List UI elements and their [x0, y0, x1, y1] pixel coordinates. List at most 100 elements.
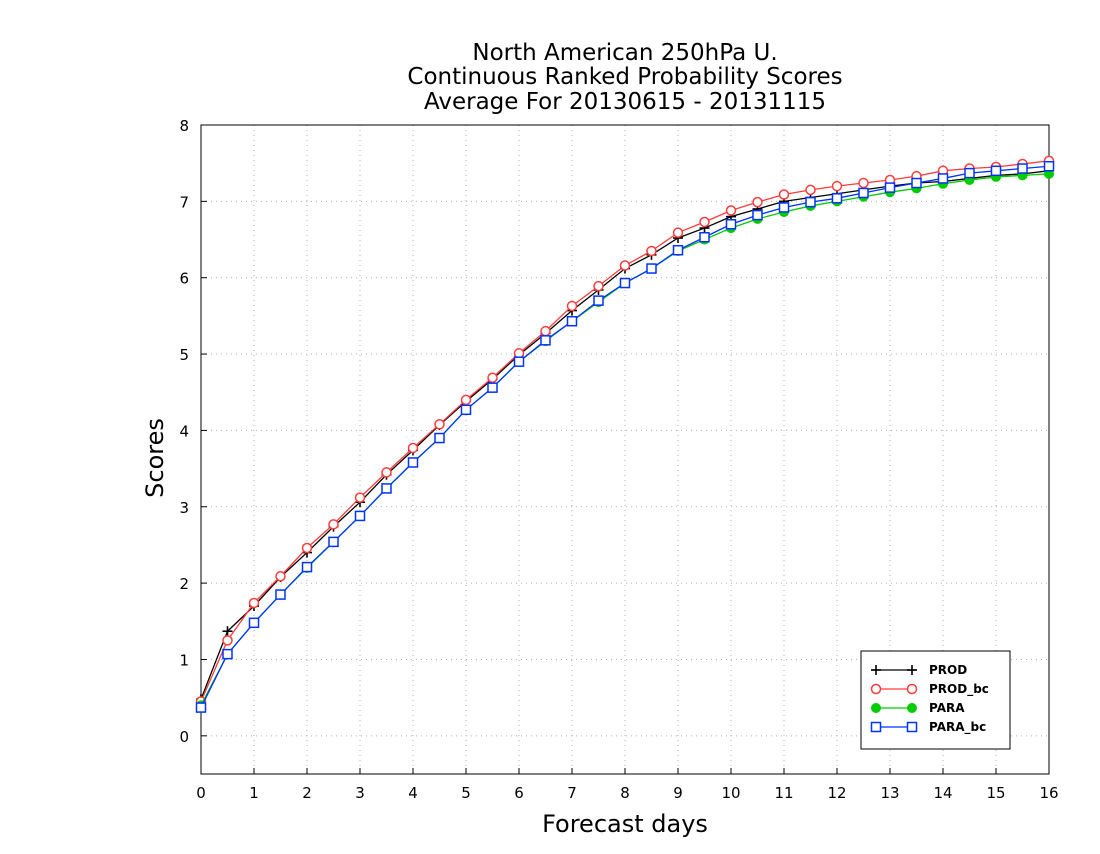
data-point-para-bc	[911, 177, 922, 189]
data-point-prod-bc	[487, 372, 498, 383]
x-tick-label: 4	[408, 784, 418, 802]
data-point-para-bc	[752, 209, 763, 221]
data-point-para-bc	[460, 404, 472, 416]
title-line-3: Average For 20130615 - 20131115	[424, 89, 826, 115]
data-point-prod-bc	[381, 467, 392, 478]
x-axis-ticks: 0 1 2 3 4 5 6 7 8 9 10 11 12 13 14 15 16	[196, 768, 1059, 802]
y-tick-label: 6	[179, 270, 189, 288]
y-tick-label: 7	[179, 193, 189, 211]
data-point-prod-bc	[328, 519, 339, 530]
x-tick-label: 2	[302, 784, 312, 802]
data-point-para-bc	[434, 432, 445, 444]
legend-marker	[906, 721, 918, 733]
data-point-prod-bc	[593, 280, 604, 292]
chart-title: North American 250hPa U. Continuous Rank…	[407, 40, 842, 115]
y-tick-label: 2	[179, 575, 189, 593]
data-point-para-bc	[778, 202, 790, 213]
data-point-para-bc	[222, 648, 233, 660]
data-point-para-bc	[937, 173, 949, 184]
data-point-prod-bc	[619, 260, 631, 271]
data-point-prod-bc	[540, 325, 551, 337]
data-point-prod-bc	[805, 184, 816, 196]
data-point-para-bc	[805, 196, 816, 208]
y-tick-label: 4	[179, 422, 189, 440]
data-point-prod-bc	[858, 177, 869, 189]
y-axis-ticks: 0 1 2 3 4 5 6 7 8	[179, 117, 207, 746]
x-tick-label: 0	[196, 784, 206, 802]
x-axis-label: Forecast days	[542, 810, 708, 838]
legend-label: PROD_bc	[929, 682, 989, 697]
legend-item-para-bc: PARA_bc	[870, 720, 986, 735]
x-tick-label: 3	[355, 784, 365, 802]
legend-marker	[871, 665, 881, 675]
y-tick-label: 1	[179, 651, 189, 669]
data-point-prod-bc	[646, 245, 657, 257]
data-point-para-bc	[1043, 160, 1055, 172]
data-point-prod	[222, 626, 233, 637]
data-point-para-bc	[354, 510, 366, 522]
data-point-prod-bc	[566, 300, 578, 312]
data-point-prod-bc	[434, 419, 445, 430]
y-tick-label: 5	[179, 346, 189, 364]
x-tick-label: 12	[827, 784, 846, 802]
data-point-para-bc	[301, 561, 313, 573]
legend-label: PARA	[929, 701, 965, 715]
data-point-prod-bc	[725, 205, 737, 216]
y-tick-label: 8	[179, 117, 189, 135]
data-point-prod-bc	[248, 597, 260, 609]
series-lines	[195, 155, 1055, 713]
data-point-para-bc	[1017, 163, 1028, 174]
y-tick-label: 3	[179, 499, 189, 517]
data-point-para-bc	[328, 536, 339, 548]
data-point-prod-bc	[222, 635, 233, 646]
data-point-prod-bc	[275, 570, 286, 582]
legend: PROD PROD_bc PARA PARA_bc	[860, 650, 1011, 750]
data-point-para-bc	[884, 182, 896, 193]
data-point-para-bc	[540, 335, 551, 346]
data-point-prod-bc	[460, 394, 472, 406]
legend-marker	[870, 683, 882, 695]
legend-marker	[906, 683, 918, 695]
data-point-prod-bc	[354, 492, 366, 503]
data-point-prod-bc	[831, 180, 843, 192]
data-point-para-bc	[195, 702, 207, 713]
data-point-para-bc	[566, 315, 578, 327]
x-tick-label: 7	[567, 784, 577, 802]
data-point-para-bc	[646, 263, 657, 274]
data-point-para-bc	[858, 187, 869, 199]
x-tick-label: 16	[1039, 784, 1058, 802]
data-point-prod-bc	[407, 442, 419, 454]
series-prod-bc	[195, 155, 1055, 707]
data-point-prod-bc	[672, 227, 684, 238]
series-para-bc	[195, 160, 1055, 713]
data-point-para-bc	[513, 356, 525, 367]
x-tick-label: 1	[249, 784, 259, 802]
x-tick-label: 6	[514, 784, 524, 802]
data-point-para-bc	[672, 244, 684, 256]
y-axis-label: Scores	[141, 418, 169, 498]
legend-item-para: PARA	[871, 701, 965, 715]
legend-item-prod-bc: PROD_bc	[870, 682, 989, 697]
series-line-para-bc	[200, 165, 1050, 708]
legend-marker	[871, 703, 881, 713]
x-tick-label: 11	[774, 784, 793, 802]
data-point-para-bc	[275, 589, 286, 600]
y-tick-label: 0	[179, 728, 189, 746]
data-point-prod-bc	[752, 196, 763, 208]
legend-box	[860, 650, 1011, 750]
data-point-para-bc	[699, 231, 710, 243]
data-point-para-bc	[964, 167, 975, 179]
data-point-para-bc	[990, 165, 1002, 177]
title-line-1: North American 250hPa U.	[472, 40, 777, 66]
data-point-para-bc	[725, 219, 737, 230]
data-point-para-bc	[248, 617, 260, 629]
data-point-para-bc	[487, 382, 498, 393]
x-tick-label: 9	[673, 784, 683, 802]
legend-marker	[907, 703, 917, 713]
x-tick-label: 8	[620, 784, 630, 802]
data-point-para-bc	[381, 483, 392, 494]
legend-item-prod: PROD	[871, 663, 967, 677]
x-tick-label: 15	[986, 784, 1005, 802]
